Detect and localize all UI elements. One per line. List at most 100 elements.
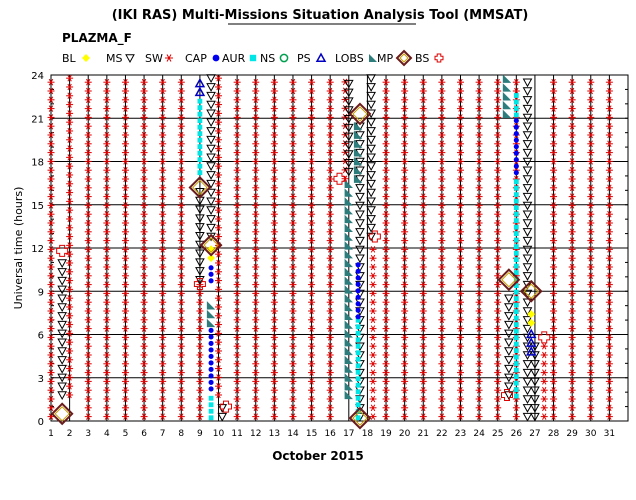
sw-mark [587, 175, 595, 183]
sw-mark [568, 122, 576, 130]
sw-mark [103, 219, 111, 227]
sw-mark [177, 386, 185, 394]
sw-mark [438, 122, 446, 130]
lobs-mark [344, 232, 354, 241]
sw-mark [382, 307, 390, 315]
sw-mark [233, 78, 241, 86]
sw-mark [103, 193, 111, 200]
sw-mark [252, 175, 260, 183]
aur-mark [513, 198, 519, 204]
sw-mark [84, 96, 92, 104]
sw-mark [252, 413, 260, 420]
cap-mark [355, 262, 361, 268]
sw-mark [159, 404, 167, 412]
sw-mark [401, 316, 409, 324]
sw-mark [438, 254, 446, 262]
sw-mark [289, 325, 297, 332]
ms-mark [206, 197, 216, 207]
sw-mark [103, 149, 111, 156]
plot-area: 1 2 3 4 5 6 7 8 9 10 11 12 13 14 15 16 17 18 19 20 21 22 23 24 2… [31, 71, 629, 439]
sw-mark [308, 237, 316, 244]
aur-mark [513, 387, 519, 393]
x-axis-label: October 2015 [272, 449, 364, 463]
sw-mark [308, 307, 316, 315]
ms-mark [522, 201, 533, 211]
sw-mark [103, 369, 111, 376]
sw-mark [121, 316, 129, 324]
y-tick-label: 15 [31, 201, 44, 212]
ms-mark [343, 132, 354, 142]
sw-mark [47, 378, 55, 385]
ps-triangle-up-blue [315, 52, 327, 62]
sw-mark [121, 122, 129, 130]
sw-mark [84, 316, 92, 324]
sw-mark [568, 334, 576, 341]
sw-mark [177, 351, 185, 359]
sw-mark [159, 87, 167, 95]
sw-mark [550, 404, 558, 412]
sw-mark [289, 114, 297, 121]
ps-mark [525, 337, 537, 347]
aur-mark [197, 124, 203, 130]
sw-mark [159, 369, 167, 376]
ms-mark [206, 144, 216, 154]
sw-mark [550, 360, 558, 368]
sw-mark [159, 193, 167, 200]
sw-mark [401, 237, 409, 244]
sw-mark [47, 96, 55, 104]
sw-mark [308, 325, 316, 332]
sw-mark [84, 413, 92, 420]
ms-mark [57, 312, 68, 321]
cap-mark [208, 327, 214, 333]
sw-mark [159, 175, 167, 183]
sw-mark [494, 378, 502, 385]
sw-mark [270, 246, 278, 253]
sw-mark [121, 184, 129, 192]
sw-mark [252, 281, 260, 288]
chart-title: (IKI RAS) Multi-Missions Situation Analy… [112, 8, 529, 23]
sw-mark [438, 158, 446, 165]
sw-mark [401, 307, 409, 315]
sw-mark [587, 272, 595, 280]
sw-mark [177, 122, 185, 130]
sw-mark [103, 105, 111, 112]
sw-mark [289, 272, 297, 280]
sw-mark [121, 175, 129, 183]
sw-mark [215, 294, 223, 302]
ms-mark [522, 192, 533, 202]
sw-mark [103, 351, 111, 359]
sw-mark [326, 246, 334, 253]
sw-mark [456, 158, 464, 165]
sw-mark [512, 404, 520, 412]
aur-mark [197, 111, 203, 117]
sw-mark [401, 281, 409, 288]
sw-mark [270, 272, 278, 280]
ps-mark [194, 77, 206, 88]
sw-mark [121, 263, 129, 271]
sw-mark [550, 166, 558, 174]
sw-mark [233, 395, 241, 403]
sw-mark [550, 237, 558, 244]
sw-mark [177, 272, 185, 280]
sw-mark [326, 105, 334, 112]
sw-mark [233, 246, 241, 253]
aur-mark [513, 276, 519, 282]
sw-mark [540, 404, 548, 412]
sw-mark [270, 96, 278, 104]
sw-mark [140, 184, 148, 192]
legend: BL MS SW CAP AUR NS PS LOBS MP BS [62, 49, 444, 67]
sw-mark [494, 237, 502, 244]
sw-mark [66, 127, 74, 135]
sw-mark [308, 281, 316, 288]
sw-mark [605, 246, 613, 253]
lobs-mark [353, 130, 363, 139]
aur-mark [513, 354, 519, 360]
sw-mark [140, 105, 148, 112]
sw-mark [270, 166, 278, 174]
sw-mark [475, 325, 483, 332]
legend-label: NS [260, 52, 275, 65]
sw-mark [140, 281, 148, 288]
sw-mark [270, 228, 278, 236]
aur-mark [355, 369, 361, 375]
sw-mark [401, 184, 409, 192]
